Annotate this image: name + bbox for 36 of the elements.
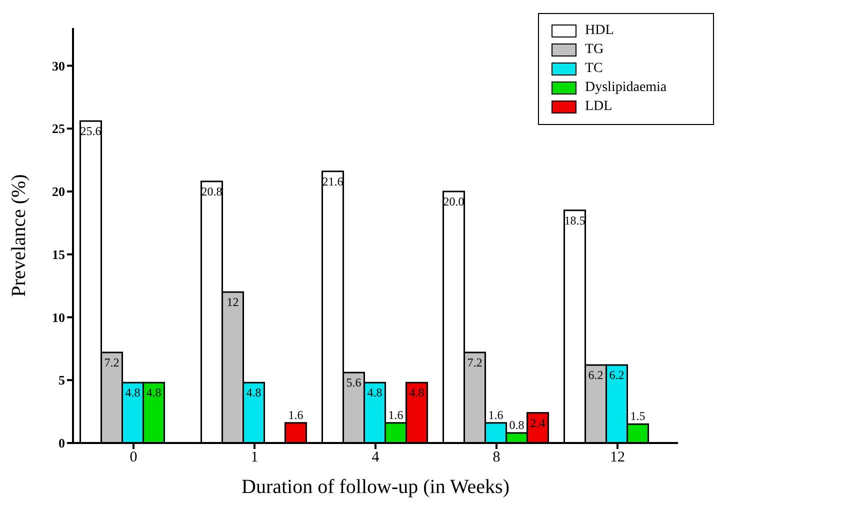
y-tick-label: 30 [52,58,65,74]
data-label: 7.2 [104,355,120,370]
legend-label: Dyslipidaemia [585,80,667,96]
data-label: 1.6 [488,408,504,422]
y-tick-label: 0 [58,436,65,451]
y-tick-label: 10 [52,310,65,325]
legend-label: HDL [585,23,614,39]
x-tick-label: 4 [372,450,380,466]
y-tick-label: 5 [58,372,66,388]
data-label: 2.4 [530,416,546,430]
data-label: 1.6 [288,408,304,422]
x-tick-label: 8 [492,450,500,466]
data-label: 4.8 [246,386,262,400]
data-label: 5.6 [346,376,362,390]
y-tick-label: 15 [52,246,66,262]
data-label: 4.8 [367,386,382,400]
x-axis-title: Duration of follow-up (in Weeks) [242,476,510,498]
data-label: 4.8 [125,386,140,400]
data-label: 4.8 [409,386,424,400]
legend-label: TC [585,61,603,77]
data-label: 6.2 [609,368,624,382]
y-tick-label: 25 [52,121,66,136]
y-axis-title: Prevelance (%) [8,174,30,297]
legend-label: TG [585,42,604,58]
data-label: 6.2 [588,368,604,382]
x-tick-label: 12 [610,450,625,466]
data-label: 4.8 [146,386,162,400]
data-label: 1.6 [388,408,404,422]
data-label: 0.8 [509,418,524,432]
legend-label: LDL [585,99,612,115]
x-tick-label: 0 [130,450,138,466]
data-label: 7.2 [467,355,482,370]
x-tick-label: 1 [250,450,258,466]
data-label: 12 [226,295,239,310]
y-tick-label: 20 [52,184,65,200]
data-label: 1.5 [630,409,646,424]
